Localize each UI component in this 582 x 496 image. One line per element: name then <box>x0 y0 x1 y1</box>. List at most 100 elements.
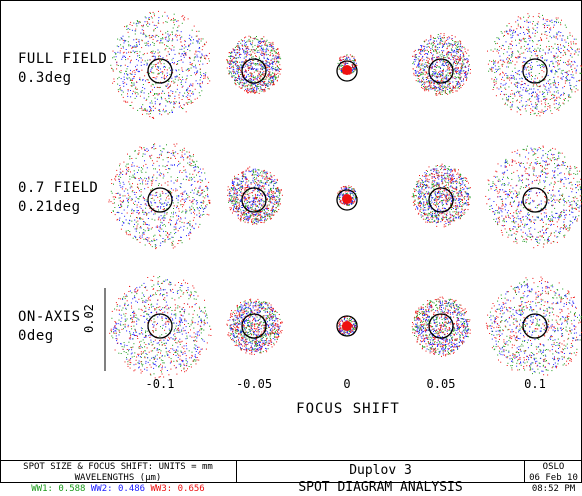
spot-point <box>162 222 163 223</box>
spot-point <box>499 46 500 47</box>
spot-point <box>454 78 455 79</box>
spot-point <box>131 164 132 165</box>
spot-point <box>142 169 143 170</box>
spot-point <box>174 98 175 99</box>
spot-point <box>556 103 557 104</box>
spot-point <box>419 81 420 82</box>
spot-point <box>142 210 143 211</box>
spot-point <box>437 62 438 63</box>
spot-point <box>442 54 443 55</box>
spot-point <box>466 79 467 80</box>
spot-point <box>432 75 433 76</box>
spot-point <box>517 100 518 101</box>
spot-point <box>546 83 547 84</box>
spot-point <box>190 90 191 91</box>
spot-point <box>141 47 142 48</box>
spot-point <box>231 198 232 199</box>
spot-point <box>469 64 470 65</box>
spot-point <box>442 43 443 44</box>
spot-point <box>556 34 557 35</box>
spot-point <box>140 217 141 218</box>
spot-point <box>574 53 575 54</box>
spot-point <box>257 75 258 76</box>
spot-point <box>275 51 276 52</box>
spot-point <box>501 83 502 84</box>
spot-point <box>141 167 142 168</box>
spot-point <box>422 56 423 57</box>
spot-point <box>433 54 434 55</box>
spot-point <box>139 21 140 22</box>
spot-point <box>207 77 208 78</box>
spot-point <box>261 64 262 65</box>
spot-point <box>135 87 136 88</box>
spot-point <box>182 206 183 207</box>
spot-point <box>507 57 508 58</box>
spot-point <box>429 43 430 44</box>
spot-point <box>129 231 130 232</box>
spot-point <box>145 180 146 181</box>
spot-point <box>161 77 162 78</box>
spot-point <box>530 114 531 115</box>
spot-point <box>517 20 518 21</box>
spot-point <box>457 69 458 70</box>
spot-point <box>120 195 121 196</box>
spot-point <box>446 78 447 79</box>
spot-point <box>506 83 507 84</box>
spot-point <box>533 84 534 85</box>
spot-point <box>163 110 164 111</box>
spot-point <box>500 94 501 95</box>
spot-point <box>199 213 200 214</box>
spot-point <box>153 146 154 147</box>
spot-point <box>488 64 489 65</box>
spot-point <box>442 65 443 66</box>
spot-point <box>417 65 418 66</box>
spot-point <box>155 246 156 247</box>
spot-point <box>450 72 451 73</box>
spot-point <box>493 60 494 61</box>
spot-point <box>256 178 257 179</box>
spot-point <box>181 31 182 32</box>
spot-point <box>264 91 265 92</box>
spot-point <box>228 63 229 64</box>
spot-point <box>449 73 450 74</box>
spot-point <box>268 210 269 211</box>
spot-point <box>504 31 505 32</box>
spot-point <box>185 172 186 173</box>
spot-point <box>421 85 422 86</box>
spot-point <box>131 221 132 222</box>
spot-point <box>265 52 266 53</box>
spot-point <box>458 70 459 71</box>
spot-point <box>535 113 536 114</box>
spot-point <box>273 73 274 74</box>
spot-point <box>443 44 444 45</box>
spot-point <box>111 183 112 184</box>
spot-point <box>274 69 275 70</box>
spot-point <box>455 56 456 57</box>
spot-point <box>140 206 141 207</box>
spot-point <box>520 17 521 18</box>
spot-point <box>442 75 443 76</box>
spot-point <box>441 78 442 79</box>
spot-point <box>124 56 125 57</box>
spot-point <box>257 210 258 211</box>
spot-point <box>145 16 146 17</box>
spot-point <box>503 61 504 62</box>
spot-point <box>418 63 419 64</box>
spot-point <box>175 188 176 189</box>
spot-point <box>169 112 170 113</box>
spot-point <box>189 90 190 91</box>
spot-point <box>460 57 461 58</box>
spot-point <box>240 64 241 65</box>
spot-point <box>191 180 192 181</box>
spot-point <box>466 77 467 78</box>
spot-point <box>151 185 152 186</box>
spot-point <box>510 43 511 44</box>
spot-point <box>127 68 128 69</box>
spot-point <box>565 53 566 54</box>
spot-point <box>555 74 556 75</box>
spot-point <box>173 208 174 209</box>
spot-point <box>152 35 153 36</box>
spot-point <box>249 76 250 77</box>
spot-point <box>519 102 520 103</box>
spot-point <box>553 55 554 56</box>
